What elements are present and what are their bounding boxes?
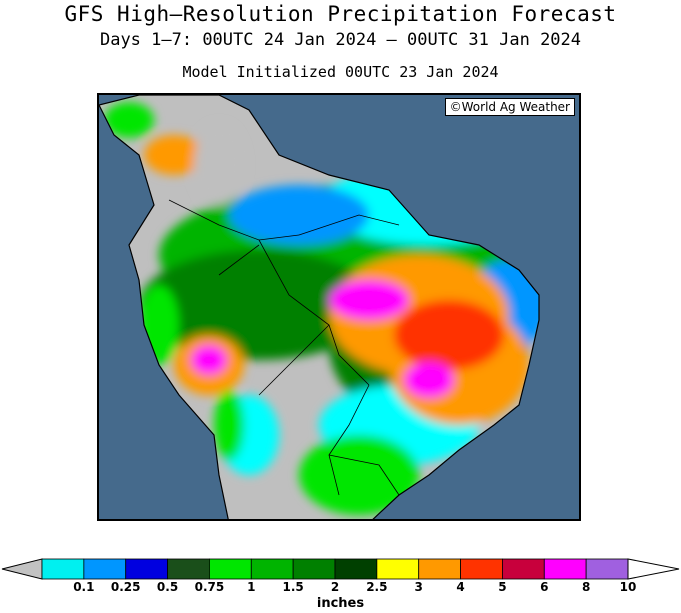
legend-tick-label: 1.5 — [282, 580, 304, 594]
legend-tick-label: 0.1 — [73, 580, 95, 594]
legend-tick-label: 3 — [414, 580, 423, 594]
legend-units: inches — [316, 596, 365, 611]
legend-swatch — [209, 558, 252, 580]
map-title: GFS High–Resolution Precipitation Foreca… — [64, 2, 617, 26]
legend-tick-label: 2 — [330, 580, 340, 594]
legend-swatch — [418, 558, 461, 580]
legend-tick-label: 0.5 — [156, 580, 179, 594]
legend-swatch — [460, 558, 503, 580]
legend-tick-label: 6 — [540, 580, 549, 594]
south-america-map — [99, 95, 579, 519]
legend-swatch — [543, 558, 587, 580]
legend-tick-label: 1 — [247, 580, 256, 594]
legend-swatch — [83, 558, 127, 580]
legend-swatch — [502, 558, 545, 580]
country-borders — [168, 199, 400, 496]
color-legend — [1, 558, 680, 580]
legend-swatch — [292, 558, 336, 580]
legend-swatch — [125, 558, 168, 580]
legend-tick-label: 10 — [619, 580, 637, 594]
legend-arrow-low — [1, 558, 43, 580]
precipitation-map: ©World Ag Weather — [97, 93, 581, 521]
legend-tick-label: 5 — [498, 580, 507, 594]
legend-swatch — [41, 558, 85, 580]
legend-swatch — [167, 558, 210, 580]
legend-tick-label: 8 — [581, 580, 591, 594]
legend-arrow-high — [627, 558, 680, 580]
precip-field — [104, 102, 539, 515]
legend-tick-label: 4 — [456, 580, 465, 594]
legend-tick-label: 2.5 — [366, 580, 388, 594]
copyright-credit: ©World Ag Weather — [444, 98, 575, 116]
legend-swatch — [376, 558, 420, 580]
legend-swatch — [585, 558, 629, 580]
forecast-period: Days 1–7: 00UTC 24 Jan 2024 – 00UTC 31 J… — [99, 30, 582, 50]
legend-swatch — [334, 558, 378, 580]
legend-swatch — [250, 558, 294, 580]
model-init-time: Model Initialized 00UTC 23 Jan 2024 — [182, 63, 499, 81]
legend-tick-label: 0.25 — [110, 580, 141, 594]
legend-tick-label: 0.75 — [194, 580, 225, 594]
